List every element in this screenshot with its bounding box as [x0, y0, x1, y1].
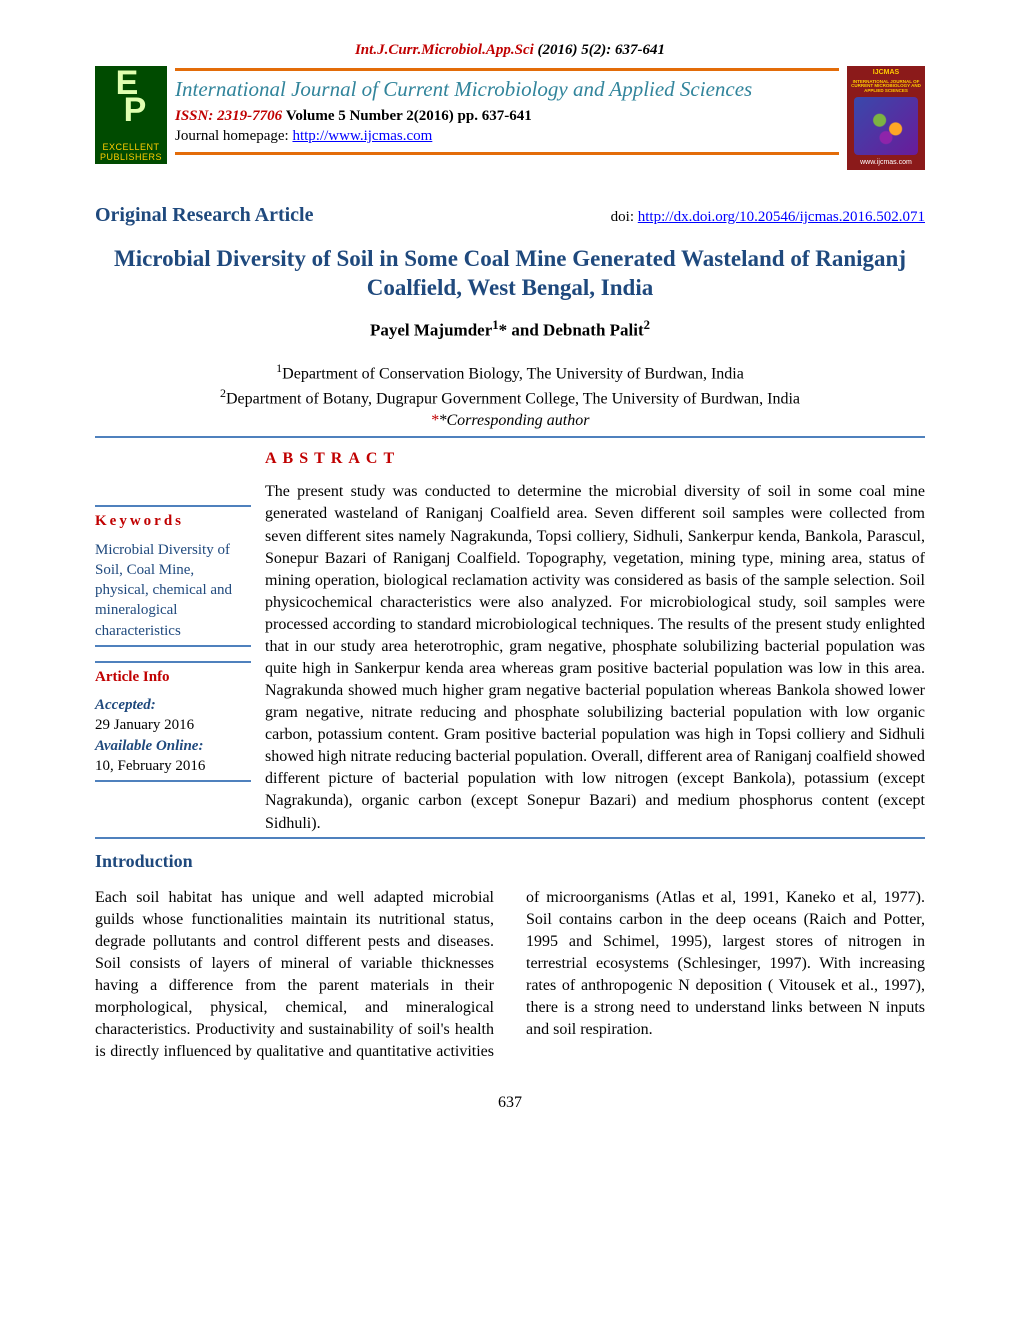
doi-link[interactable]: http://dx.doi.org/10.20546/ijcmas.2016.5… [638, 209, 925, 225]
authors: Payel Majumder1* and Debnath Palit2 [95, 317, 925, 343]
journal-logo: IJCMAS INTERNATIONAL JOURNAL OF CURRENT … [847, 66, 925, 170]
article-type-row: Original Research Article doi: http://dx… [95, 202, 925, 229]
divider [95, 436, 925, 438]
rule-bottom [175, 152, 839, 155]
journal-logo-name: IJCMAS [873, 69, 899, 76]
journal-logo-url: www.ijcmas.com [860, 158, 912, 167]
doi: doi: http://dx.doi.org/10.20546/ijcmas.2… [611, 207, 925, 227]
publisher-logo: E P EXCELLENT PUBLISHERS [95, 66, 167, 164]
intro-heading: Introduction [95, 849, 925, 873]
page-number: 637 [95, 1092, 925, 1114]
rule-top [175, 68, 839, 71]
journal-title: International Journal of Current Microbi… [175, 75, 839, 103]
header-middle: International Journal of Current Microbi… [175, 66, 839, 159]
homepage-line: Journal homepage: http://www.ijcmas.com [175, 126, 839, 146]
issn-line: ISSN: 2319-7706 Volume 5 Number 2(2016) … [175, 106, 839, 126]
homepage-link[interactable]: http://www.ijcmas.com [292, 128, 432, 144]
article-info-heading: Article Info [95, 667, 251, 687]
divider [95, 837, 925, 839]
article-info: Accepted: 29 January 2016 Available Onli… [95, 695, 251, 776]
citation-journal: Int.J.Curr.Microbiol.App.Sci [355, 42, 534, 58]
logo-text: EXCELLENT PUBLISHERS [100, 143, 162, 162]
header-block: E P EXCELLENT PUBLISHERS International J… [95, 66, 925, 170]
affiliations: 1Department of Conservation Biology, The… [95, 360, 925, 431]
keywords-heading: Keywords [95, 511, 251, 531]
abstract-block: Keywords Microbial Diversity of Soil, Co… [95, 479, 925, 834]
intro-text: Each soil habitat has unique and well ad… [95, 887, 925, 1064]
sidebar: Keywords Microbial Diversity of Soil, Co… [95, 479, 265, 834]
citation-issue: (2016) 5(2): 637-641 [538, 42, 665, 58]
abstract-heading: ABSTRACT [265, 448, 925, 470]
journal-logo-sub: INTERNATIONAL JOURNAL OF CURRENT MICROBI… [850, 80, 922, 94]
journal-logo-art [854, 97, 918, 155]
article-type: Original Research Article [95, 202, 313, 229]
keywords: Microbial Diversity of Soil, Coal Mine, … [95, 540, 251, 641]
paper-title: Microbial Diversity of Soil in Some Coal… [95, 245, 925, 303]
abstract-text: The present study was conducted to deter… [265, 479, 925, 834]
running-header: Int.J.Curr.Microbiol.App.Sci (2016) 5(2)… [95, 40, 925, 60]
logo-initials: E P [120, 70, 143, 124]
